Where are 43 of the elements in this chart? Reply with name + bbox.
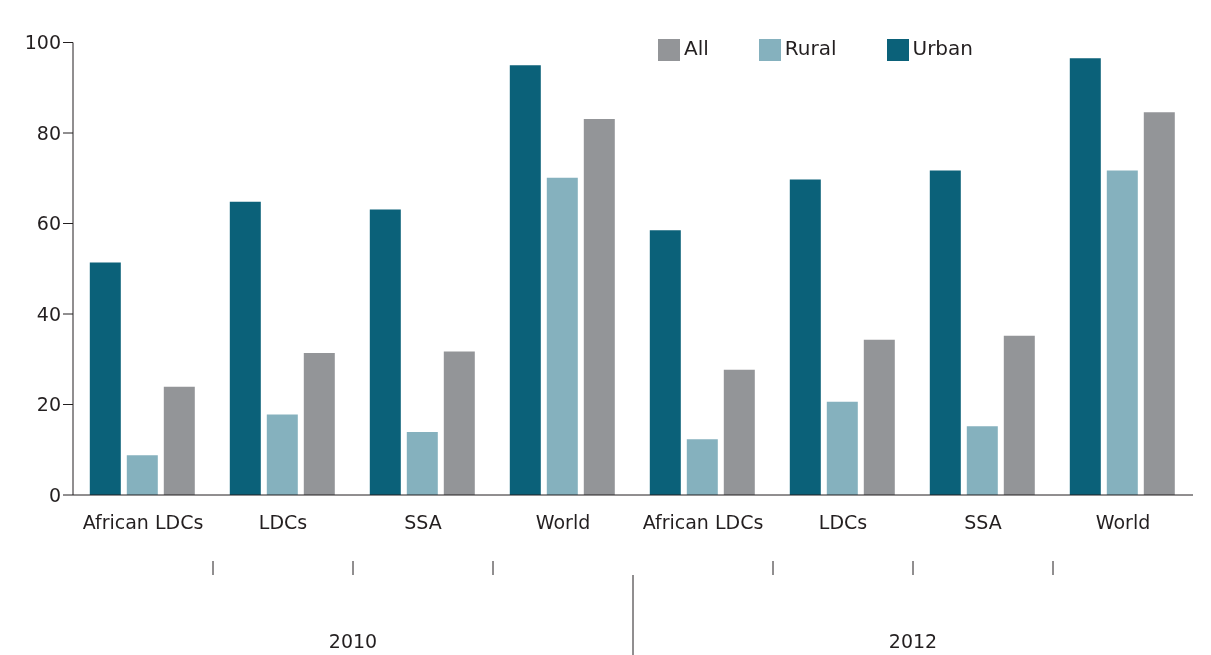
bar [406,432,438,495]
y-tick-label: 20 [36,393,61,416]
legend-label: Rural [784,36,837,60]
x-tick-label: World [1095,511,1151,533]
y-tick-label: 60 [36,212,61,235]
x-tick-label: SSA [404,511,442,533]
bar [649,230,681,495]
bar [723,369,755,495]
y-tick-label: 80 [36,121,61,144]
bar [509,65,541,495]
legend-label: Urban [912,36,973,60]
bar [303,352,335,495]
bar [126,455,158,495]
bar [583,118,615,495]
bar [789,179,821,495]
bar [163,386,195,495]
bar [1143,112,1175,495]
x-tick-label: LDCs [818,511,868,533]
bar [1106,170,1138,495]
x-tick-label: World [535,511,591,533]
bar [266,414,298,495]
x-tick-label: LDCs [258,511,308,533]
y-tick-label: 40 [36,302,61,325]
x-tick-label: African LDCs [82,511,204,533]
bar [826,401,858,495]
bar [89,262,121,495]
bar [443,351,475,495]
bar [929,170,961,495]
bar [863,339,895,495]
bar [229,201,261,495]
bar [966,426,998,495]
y-tick-label: 0 [48,483,61,506]
bar [1003,335,1035,495]
bar [369,209,401,495]
x-tick-label: SSA [964,511,1002,533]
x-tick-label: African LDCs [642,511,764,533]
legend-label: All [683,36,709,60]
text: 2010 [328,630,378,652]
bar [686,439,718,495]
text: 2012 [888,630,938,652]
bar [1069,58,1101,495]
y-tick-label: 100 [24,31,61,54]
bar [546,177,578,495]
